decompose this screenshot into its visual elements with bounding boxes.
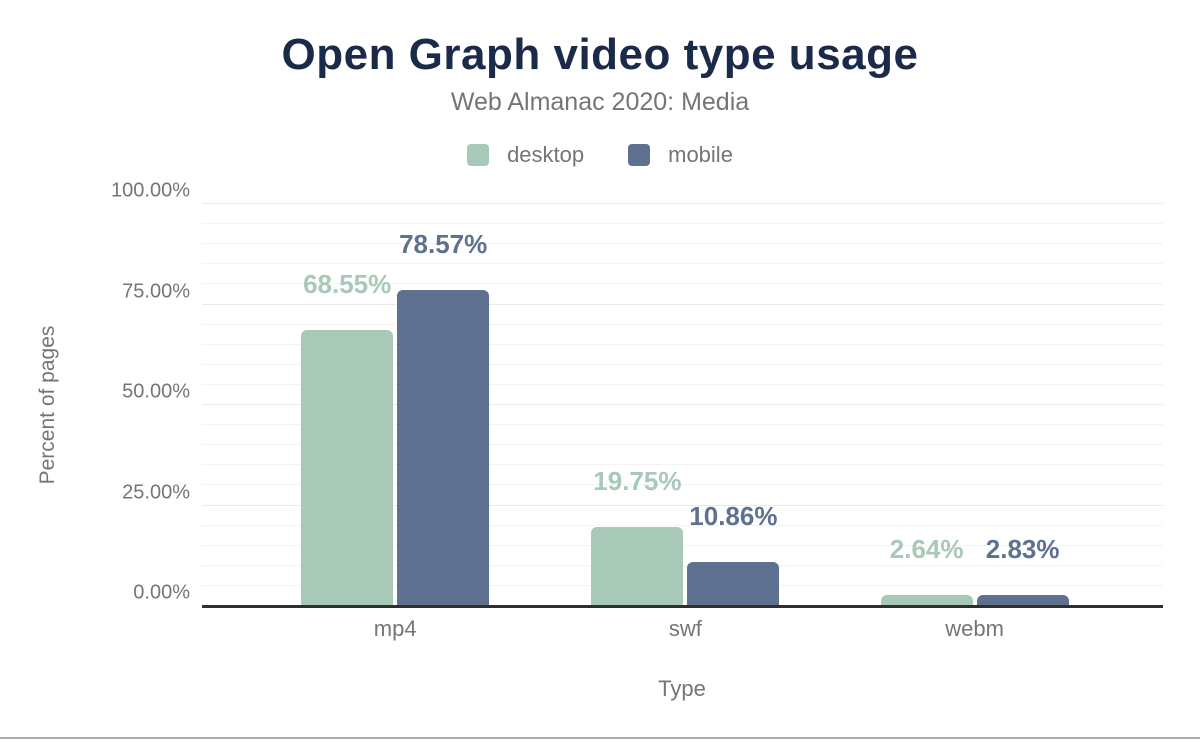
bar-mobile-mp4[interactable] (397, 290, 490, 606)
bar-mobile-swf[interactable] (687, 562, 780, 606)
gridline-55 (202, 383, 1163, 385)
legend-item-desktop: desktop (467, 142, 584, 168)
mobile-swatch-icon (628, 144, 651, 166)
gridline-50 (202, 404, 1163, 405)
x-axis-title: Type (658, 676, 706, 701)
gridline-25 (202, 504, 1163, 506)
plot-area: 0.00% 25.00% 50.00% 75.00% 100.00% 68.55% 78.5… (111, 180, 1163, 641)
value-label-desktop-mp4: 68.55% (303, 269, 392, 300)
gridline-80 (202, 283, 1163, 285)
gridline-65 (202, 343, 1163, 345)
y-tick-label-50: 50.00% (122, 380, 190, 403)
chart-title: Open Graph video type usage (281, 30, 919, 79)
legend-label-mobile: mobile (668, 142, 733, 167)
footer-divider (0, 737, 1200, 739)
y-tick-label-0: 0.00% (133, 581, 190, 604)
y-tick-label-25: 25.00% (122, 481, 190, 503)
x-axis-label-mp4: mp4 (373, 616, 417, 641)
value-label-mobile-webm: 2.83% (985, 533, 1060, 564)
bar-mobile-webm[interactable] (976, 594, 1069, 606)
gridline-20 (202, 524, 1163, 526)
value-label-mobile-swf: 10.86% (689, 501, 778, 532)
x-axis-label-webm: webm (945, 616, 1004, 641)
desktop-swatch-icon (467, 144, 490, 166)
y-axis-title: Percent of pages (36, 325, 59, 485)
y-tick-label-75: 75.00% (122, 280, 190, 302)
x-axis-label-swf: swf (668, 616, 702, 641)
bar-desktop-webm[interactable] (880, 595, 973, 606)
bar-desktop-mp4[interactable] (301, 330, 394, 606)
legend-item-mobile: mobile (628, 142, 733, 168)
gridline-100 (202, 203, 1163, 204)
gridline-90 (202, 243, 1163, 245)
gridline-60 (202, 363, 1163, 365)
y-tick-label-100: 100.00% (111, 179, 190, 202)
gridline-70 (202, 323, 1163, 325)
x-axis-line (202, 605, 1163, 608)
gridline-45 (202, 424, 1163, 426)
value-label-desktop-webm: 2.64% (889, 534, 964, 565)
gridline-95 (202, 223, 1163, 225)
gridline-40 (202, 444, 1163, 446)
bar-desktop-swf[interactable] (591, 526, 684, 606)
gridline-30 (202, 484, 1163, 486)
chart-subtitle: Web Almanac 2020: Media (450, 88, 750, 116)
gridline-85 (202, 263, 1163, 265)
value-label-desktop-swf: 19.75% (593, 465, 682, 496)
gridline-35 (202, 464, 1163, 466)
gridline-75 (202, 303, 1163, 305)
legend-label-desktop: desktop (507, 142, 585, 167)
value-label-mobile-mp4: 78.57% (399, 229, 488, 260)
legend: desktop mobile (0, 142, 1200, 168)
